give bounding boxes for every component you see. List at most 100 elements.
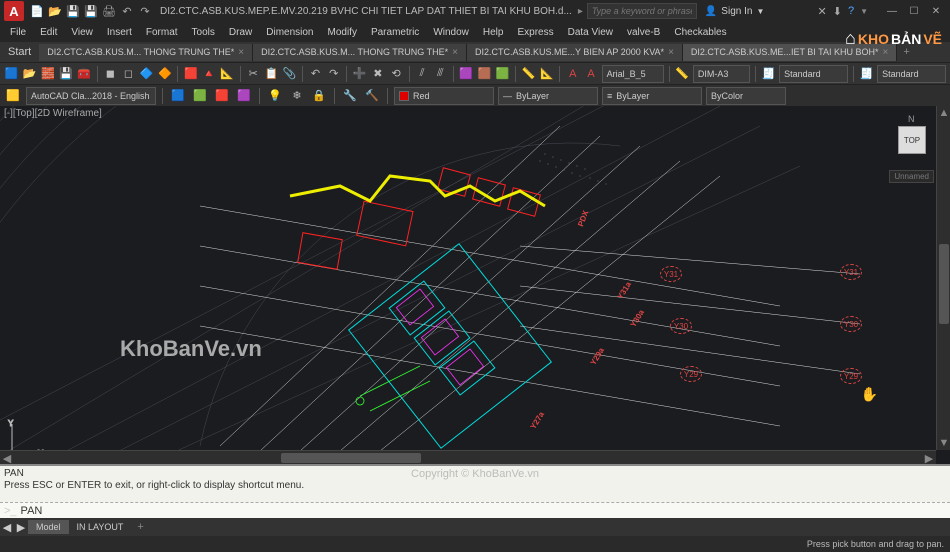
menu-insert[interactable]: Insert — [101, 25, 138, 40]
close-icon[interactable]: × — [452, 47, 458, 58]
menu-window[interactable]: Window — [427, 25, 475, 40]
open-icon[interactable]: 📂 — [48, 4, 62, 18]
save-icon[interactable]: 💾 — [66, 4, 80, 18]
tool-icon[interactable]: ↷ — [326, 65, 341, 83]
tab-scroll-right-icon[interactable]: ▶ — [14, 521, 28, 534]
menu-express[interactable]: Express — [511, 25, 559, 40]
tab-layout[interactable]: IN LAYOUT — [69, 520, 132, 534]
menu-tools[interactable]: Tools — [186, 25, 221, 40]
tool-icon[interactable]: 🟪 — [235, 87, 253, 105]
menu-parametric[interactable]: Parametric — [365, 25, 425, 40]
tool-icon[interactable]: 🟥 — [183, 65, 198, 83]
viewcube-ucs[interactable]: Unnamed — [889, 170, 934, 183]
tool-icon[interactable]: 📎 — [282, 65, 297, 83]
tool-icon[interactable]: 🔷 — [139, 65, 154, 83]
menu-file[interactable]: File — [4, 25, 32, 40]
autocad-logo[interactable]: A — [4, 1, 24, 21]
viewcube[interactable]: N TOP Unnamed — [894, 126, 930, 162]
tool-icon[interactable]: 🟩 — [495, 65, 510, 83]
tool-icon[interactable]: ⟲ — [388, 65, 403, 83]
tool-icon[interactable]: 🧱 — [40, 65, 55, 83]
scroll-right-icon[interactable]: ▶ — [922, 451, 936, 464]
tool-icon[interactable]: ⫽ — [415, 65, 430, 83]
tool-icon[interactable]: 📐 — [539, 65, 554, 83]
tab-model[interactable]: Model — [28, 520, 69, 534]
menu-valve[interactable]: valve-B — [621, 25, 666, 40]
menu-view[interactable]: View — [65, 25, 99, 40]
layer-selector[interactable]: AutoCAD Cla...2018 - English — [26, 87, 156, 105]
scrollbar-vertical[interactable]: ▲ ▼ — [936, 106, 950, 450]
tool-icon[interactable]: 🟦 — [4, 65, 19, 83]
tab-start[interactable]: Start — [0, 43, 39, 61]
tool-icon[interactable]: 🔨 — [363, 87, 381, 105]
menu-help[interactable]: Help — [477, 25, 510, 40]
tool-icon[interactable]: 🔺 — [201, 65, 216, 83]
menu-checkables[interactable]: Checkables — [668, 25, 732, 40]
close-button[interactable]: ✕ — [926, 4, 946, 18]
scroll-thumb[interactable] — [281, 453, 421, 463]
scroll-left-icon[interactable]: ◀ — [0, 451, 14, 464]
scrollbar-horizontal[interactable]: ◀ ▶ — [0, 450, 936, 464]
stayconnected-icon[interactable]: ⬇ — [833, 5, 842, 18]
tool-dim-icon[interactable]: 📏 — [675, 65, 690, 83]
command-input-row[interactable]: >_ PAN — [0, 502, 950, 518]
help-chevron-icon[interactable]: ▼ — [860, 7, 868, 16]
tool-icon[interactable]: 🔶 — [157, 65, 172, 83]
help-icon[interactable]: ? — [848, 5, 854, 17]
tab-scroll-left-icon[interactable]: ◀ — [0, 521, 14, 534]
signin-button[interactable]: 👤 Sign In ▼ — [705, 6, 765, 17]
scroll-thumb[interactable] — [939, 244, 949, 324]
tool-icon[interactable]: 💾 — [59, 65, 74, 83]
close-icon[interactable]: × — [668, 47, 674, 58]
tool-icon[interactable]: 🟫 — [477, 65, 492, 83]
menu-dataview[interactable]: Data View — [562, 25, 619, 40]
lineweight-selector[interactable]: ≡ByLayer — [602, 87, 702, 105]
tab-layout-add-icon[interactable]: + — [131, 521, 149, 533]
minimize-button[interactable]: — — [882, 4, 902, 18]
menu-dimension[interactable]: Dimension — [260, 25, 319, 40]
tool-icon[interactable]: 🟩 — [191, 87, 209, 105]
menu-format[interactable]: Format — [140, 25, 184, 40]
tab-doc-2[interactable]: DI2.CTC.ASB.KUS.ME...Y BIEN AP 2000 KVA*… — [467, 44, 683, 61]
layer-lock-icon[interactable]: 🔒 — [310, 87, 328, 105]
tool-icon[interactable]: ➕ — [352, 65, 367, 83]
tool-icon[interactable]: 📐 — [220, 65, 235, 83]
title-chevron-icon[interactable]: ▸ — [578, 6, 583, 17]
tool-icon[interactable]: 🟦 — [169, 87, 187, 105]
tool-icon[interactable]: ◻ — [121, 65, 136, 83]
color-selector[interactable]: Red — [394, 87, 494, 105]
viewcube-top[interactable]: TOP — [898, 126, 926, 154]
tool-icon[interactable]: ⫻ — [433, 65, 448, 83]
close-icon[interactable]: × — [238, 47, 244, 58]
tool-icon[interactable]: 📋 — [264, 65, 279, 83]
tool-icon[interactable]: 🧾 — [859, 65, 874, 83]
tool-icon[interactable]: 🔧 — [341, 87, 359, 105]
font-selector[interactable]: Arial_B_5 — [602, 65, 664, 83]
std2-selector[interactable]: Standard — [877, 65, 946, 83]
tab-doc-1[interactable]: DI2.CTC.ASB.KUS.M... THONG TRUNG THE*× — [253, 44, 467, 61]
maximize-button[interactable]: ☐ — [904, 4, 924, 18]
new-icon[interactable]: 📄 — [30, 4, 44, 18]
exchange-icon[interactable]: ✕ — [818, 5, 827, 18]
tool-icon[interactable]: 🧾 — [761, 65, 776, 83]
tool-text-icon[interactable]: A — [583, 65, 598, 83]
menu-modify[interactable]: Modify — [322, 25, 363, 40]
tool-icon[interactable]: 📂 — [22, 65, 37, 83]
help-search-input[interactable] — [587, 3, 697, 19]
plot-icon[interactable]: 🖨 — [102, 4, 116, 18]
tab-doc-0[interactable]: DI2.CTC.ASB.KUS.M... THONG TRUNG THE*× — [39, 44, 253, 61]
tool-icon[interactable]: 🧰 — [77, 65, 92, 83]
tool-icon[interactable]: ◼ — [103, 65, 118, 83]
layer-icon[interactable]: 🟨 — [4, 87, 22, 105]
plotstyle-selector[interactable]: ByColor — [706, 87, 786, 105]
tool-icon[interactable]: ✂ — [246, 65, 261, 83]
layer-iso-icon[interactable]: 💡 — [266, 87, 284, 105]
redo-icon[interactable]: ↷ — [138, 4, 152, 18]
scroll-down-icon[interactable]: ▼ — [937, 436, 950, 450]
std1-selector[interactable]: Standard — [779, 65, 848, 83]
tool-icon[interactable]: ↶ — [308, 65, 323, 83]
linetype-selector[interactable]: —ByLayer — [498, 87, 598, 105]
tool-text-icon[interactable]: A — [565, 65, 580, 83]
tool-icon[interactable]: 🟥 — [213, 87, 231, 105]
dimstyle-selector[interactable]: DIM-A3 — [693, 65, 750, 83]
